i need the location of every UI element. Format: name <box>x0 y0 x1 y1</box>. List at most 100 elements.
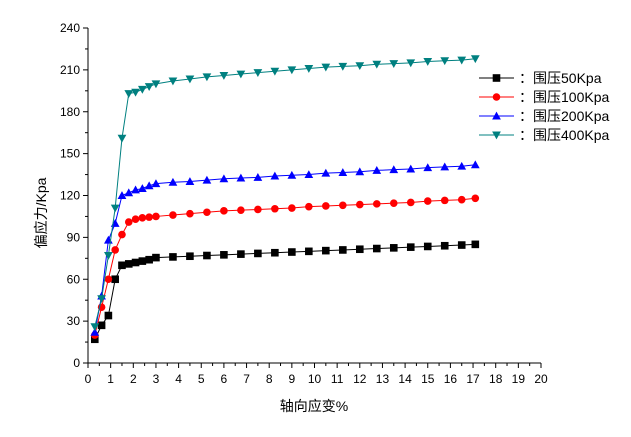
legend-label: ：围压50Kpa <box>519 70 602 86</box>
data-point <box>110 219 120 227</box>
data-point <box>406 59 416 68</box>
data-point <box>145 213 153 221</box>
data-point <box>271 248 279 257</box>
data-point <box>440 57 450 66</box>
data-point <box>131 88 140 97</box>
data-point <box>169 253 177 261</box>
x-tick-label: 7 <box>243 372 250 386</box>
data-point <box>118 230 126 239</box>
legend-item: ：围压50Kpa <box>479 70 602 86</box>
data-point <box>168 77 178 86</box>
data-point <box>220 207 228 215</box>
data-point <box>457 195 466 204</box>
legend-label: ：围压400Kpa <box>519 127 609 143</box>
data-point <box>372 244 381 253</box>
series-2 <box>90 194 480 339</box>
data-point <box>423 197 432 205</box>
data-point <box>389 60 399 68</box>
x-tick-label: 19 <box>512 372 526 386</box>
data-point <box>389 244 398 252</box>
plot-area <box>90 55 480 344</box>
data-point <box>186 252 194 261</box>
data-point <box>131 215 140 224</box>
data-point <box>151 80 161 89</box>
legend-item: ：围压100Kpa <box>479 89 609 105</box>
x-tick-label: 15 <box>421 372 435 386</box>
data-point <box>124 260 133 268</box>
data-point <box>423 58 433 66</box>
data-point <box>185 177 195 186</box>
data-point <box>440 162 450 171</box>
data-point <box>219 71 229 80</box>
data-point <box>338 168 348 176</box>
data-point <box>124 188 134 197</box>
data-point <box>471 194 480 203</box>
data-point <box>270 67 280 76</box>
data-point <box>219 174 229 183</box>
data-point <box>117 191 127 199</box>
x-tick-label: 5 <box>198 372 205 386</box>
y-tick-label: 0 <box>73 356 80 370</box>
data-point <box>237 250 245 258</box>
data-point <box>270 171 280 180</box>
data-point <box>144 181 154 190</box>
data-point <box>406 243 415 251</box>
data-point <box>339 201 347 210</box>
data-point <box>111 246 119 254</box>
data-point <box>131 258 140 267</box>
y-tick-label: 30 <box>67 314 81 328</box>
x-tick-label: 14 <box>398 372 412 386</box>
data-point <box>151 179 161 188</box>
x-tick-label: 18 <box>489 372 503 386</box>
data-point <box>118 261 126 270</box>
data-point <box>321 63 331 72</box>
series-line <box>94 164 476 333</box>
data-point <box>457 161 467 170</box>
data-point <box>185 75 195 84</box>
legend-label: ：围压200Kpa <box>519 108 609 124</box>
series-4 <box>90 55 480 332</box>
series-1 <box>90 240 480 344</box>
legend: ：围压50Kpa ：围压100Kpa ：围压200Kpa ：围压400Kpa <box>479 70 609 143</box>
data-point <box>236 173 246 182</box>
x-tick-label: 2 <box>130 372 137 386</box>
data-point <box>137 184 147 193</box>
data-point <box>137 85 147 94</box>
data-point <box>124 218 133 226</box>
y-tick-label: 210 <box>60 63 80 77</box>
legend-marker <box>492 131 501 140</box>
data-point <box>355 167 365 176</box>
y-tick-label: 90 <box>67 230 81 244</box>
data-point <box>440 241 449 250</box>
data-point <box>457 56 467 65</box>
series-3 <box>90 160 480 336</box>
data-point <box>271 204 279 213</box>
x-tick-label: 3 <box>153 372 160 386</box>
legend-item: ：围压200Kpa <box>479 108 609 124</box>
data-point <box>254 205 262 214</box>
legend-marker <box>492 111 501 120</box>
data-point <box>144 83 154 91</box>
data-point <box>287 66 297 75</box>
x-tick-label: 11 <box>331 372 344 386</box>
data-point <box>288 204 296 212</box>
x-tick-label: 17 <box>466 372 480 386</box>
data-point <box>339 246 347 254</box>
x-tick-label: 13 <box>376 372 390 386</box>
data-point <box>406 164 416 173</box>
data-point <box>457 241 466 249</box>
data-point <box>104 252 113 260</box>
data-point <box>254 249 262 258</box>
data-point <box>304 64 314 73</box>
data-point <box>389 199 398 207</box>
data-point <box>304 170 314 179</box>
data-point <box>423 163 433 172</box>
legend-marker <box>492 93 501 101</box>
data-point <box>145 255 153 264</box>
x-tick-label: 20 <box>534 372 548 386</box>
x-tick-label: 10 <box>308 372 322 386</box>
y-tick-label: 60 <box>67 272 81 286</box>
data-point <box>203 208 211 217</box>
